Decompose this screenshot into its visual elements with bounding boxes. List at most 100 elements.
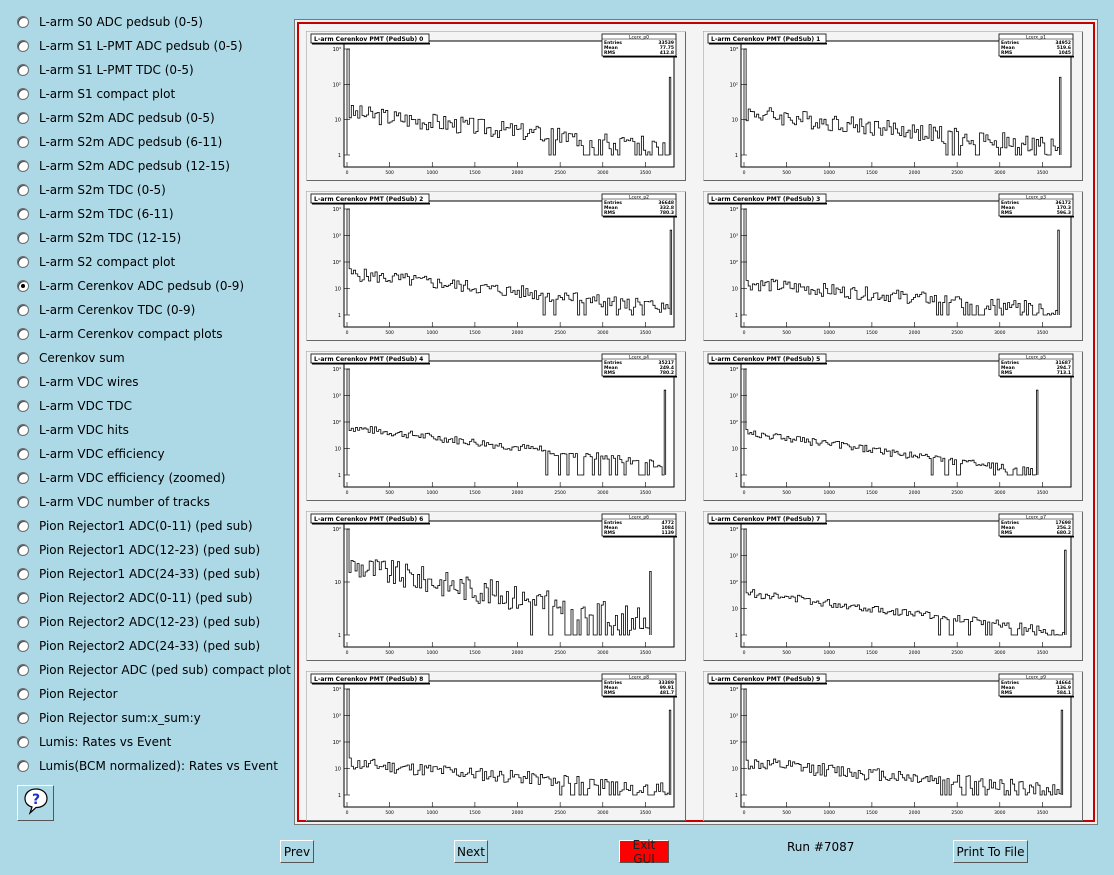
histogram-pad[interactable]: L-arm Cerenkov PMT (PedSub) 0 Lcerx_p0 Ent…	[306, 31, 686, 181]
radio-indicator[interactable]	[17, 88, 29, 100]
radio-indicator[interactable]	[17, 40, 29, 52]
histogram-title-text: L-arm Cerenkov PMT (PedSub) 2	[314, 196, 423, 203]
stats-value: 1139	[661, 530, 674, 536]
display-option-radio[interactable]: Pion Rejector1 ADC(24-33) (ped sub)	[17, 564, 260, 584]
radio-indicator[interactable]	[17, 208, 29, 220]
radio-indicator[interactable]	[17, 256, 29, 268]
display-option-radio[interactable]: L-arm S1 compact plot	[17, 84, 175, 104]
histogram-pad[interactable]: L-arm Cerenkov PMT (PedSub) 8 Lcerx_p8 Ent…	[306, 671, 686, 821]
radio-indicator[interactable]	[17, 448, 29, 460]
stats-value: 780.3	[660, 210, 674, 216]
display-option-radio[interactable]: Pion Rejector1 ADC(12-23) (ped sub)	[17, 540, 260, 560]
radio-indicator[interactable]	[17, 424, 29, 436]
radio-indicator[interactable]	[17, 376, 29, 388]
display-option-radio[interactable]: L-arm S2m ADC pedsub (6-11)	[17, 132, 222, 152]
display-option-radio[interactable]: Pion Rejector sum:x_sum:y	[17, 708, 201, 728]
radio-indicator[interactable]	[17, 520, 29, 532]
stats-value: 34664	[1055, 680, 1071, 686]
display-option-radio[interactable]: Cerenkov sum	[17, 348, 125, 368]
radio-indicator[interactable]	[17, 64, 29, 76]
display-option-radio[interactable]: L-arm S0 ADC pedsub (0-5)	[17, 12, 203, 32]
radio-indicator[interactable]	[17, 712, 29, 724]
histogram-pad[interactable]: L-arm Cerenkov PMT (PedSub) 9 Lcerx_p9 Ent…	[703, 671, 1083, 821]
display-option-radio[interactable]: L-arm Cerenkov compact plots	[17, 324, 223, 344]
y-tick-label: 10²	[730, 580, 738, 586]
display-option-radio[interactable]: Pion Rejector ADC (ped sub) compact plot	[17, 660, 291, 680]
radio-indicator[interactable]	[17, 736, 29, 748]
stats-box: Lcerx_p3 Entries 36172 Mean 170.3 RMS 596.3	[998, 193, 1074, 218]
display-option-radio[interactable]: L-arm S2m ADC pedsub (0-5)	[17, 108, 215, 128]
print-to-file-button[interactable]: Print To File	[953, 840, 1028, 863]
radio-indicator[interactable]	[17, 544, 29, 556]
display-option-radio[interactable]: Pion Rejector2 ADC(12-23) (ped sub)	[17, 612, 260, 632]
histogram-pad[interactable]: L-arm Cerenkov PMT (PedSub) 4 Lcerx_p4 Ent…	[306, 351, 686, 501]
display-option-radio[interactable]: L-arm Cerenkov TDC (0-9)	[17, 300, 195, 320]
display-option-radio[interactable]: Pion Rejector2 ADC(24-33) (ped sub)	[17, 636, 260, 656]
radio-indicator[interactable]	[17, 616, 29, 628]
radio-indicator[interactable]	[17, 496, 29, 508]
histogram-title: L-arm Cerenkov PMT (PedSub) 2	[310, 193, 430, 205]
radio-indicator[interactable]	[17, 328, 29, 340]
stats-name: Lcerx_p4	[629, 354, 649, 360]
x-tick-label: 2000	[909, 810, 921, 816]
display-option-radio[interactable]: Pion Rejector	[17, 684, 118, 704]
histogram-pad[interactable]: L-arm Cerenkov PMT (PedSub) 1 Lcerx_p1 Ent…	[703, 31, 1083, 181]
x-tick-label: 1500	[866, 490, 878, 496]
display-option-radio[interactable]: L-arm VDC efficiency (zoomed)	[17, 468, 225, 488]
prev-button[interactable]: Prev	[280, 840, 314, 863]
x-tick-label: 3500	[640, 330, 652, 336]
display-option-radio[interactable]: Lumis: Rates vs Event	[17, 732, 171, 752]
display-option-radio[interactable]: L-arm VDC TDC	[17, 396, 132, 416]
display-option-label: L-arm S2m TDC (12-15)	[39, 231, 182, 245]
radio-indicator[interactable]	[17, 688, 29, 700]
display-option-radio[interactable]: L-arm VDC number of tracks	[17, 492, 210, 512]
histogram-pad[interactable]: L-arm Cerenkov PMT (PedSub) 5 Lcerx_p5 Ent…	[703, 351, 1083, 501]
histogram-pad[interactable]: L-arm Cerenkov PMT (PedSub) 2 Lcerx_p2 Ent…	[306, 191, 686, 341]
display-option-radio[interactable]: L-arm S2m TDC (6-11)	[17, 204, 174, 224]
histogram-pad[interactable]: L-arm Cerenkov PMT (PedSub) 6 Lcerx_p6 Ent…	[306, 511, 686, 661]
display-option-radio[interactable]: Pion Rejector2 ADC(0-11) (ped sub)	[17, 588, 253, 608]
radio-indicator[interactable]	[17, 400, 29, 412]
radio-indicator[interactable]	[17, 184, 29, 196]
stats-value: 713.1	[1057, 370, 1071, 376]
radio-indicator[interactable]	[17, 304, 29, 316]
display-option-radio[interactable]: L-arm S2m ADC pedsub (12-15)	[17, 156, 230, 176]
next-button[interactable]: Next	[454, 840, 488, 863]
display-option-radio[interactable]: L-arm VDC hits	[17, 420, 129, 440]
radio-indicator[interactable]	[17, 112, 29, 124]
stats-key: Mean	[604, 525, 618, 531]
display-option-radio[interactable]: L-arm VDC efficiency	[17, 444, 165, 464]
stats-key: Mean	[1001, 205, 1015, 211]
radio-indicator[interactable]	[17, 136, 29, 148]
radio-indicator[interactable]	[17, 16, 29, 28]
display-option-radio[interactable]: L-arm S2 compact plot	[17, 252, 175, 272]
display-option-radio[interactable]: L-arm S1 L-PMT ADC pedsub (0-5)	[17, 36, 243, 56]
display-option-radio[interactable]: Pion Rejector1 ADC(0-11) (ped sub)	[17, 516, 253, 536]
radio-indicator[interactable]	[17, 568, 29, 580]
radio-indicator[interactable]	[17, 352, 29, 364]
stats-box: Lcerx_p1 Entries 34952 Mean 519.6 RMS 1045	[998, 33, 1074, 58]
y-tick-label: 10	[335, 287, 341, 293]
x-tick-label: 2000	[512, 810, 524, 816]
display-option-radio[interactable]: Lumis(BCM normalized): Rates vs Event	[17, 756, 278, 776]
display-option-radio[interactable]: L-arm S1 L-PMT TDC (0-5)	[17, 60, 194, 80]
stats-box: Lcerx_p2 Entries 36648 Mean 332.8 RMS 780.3	[601, 193, 677, 218]
y-tick-label: 10³	[730, 554, 738, 560]
display-option-radio[interactable]: L-arm S2m TDC (0-5)	[17, 180, 166, 200]
radio-indicator[interactable]	[17, 640, 29, 652]
exit-gui-button[interactable]: Exit GUI	[619, 838, 669, 866]
radio-indicator[interactable]	[17, 592, 29, 604]
radio-indicator[interactable]	[17, 160, 29, 172]
display-option-radio[interactable]: L-arm VDC wires	[17, 372, 138, 392]
histogram-pad[interactable]: L-arm Cerenkov PMT (PedSub) 7 Lcerx_p7 Ent…	[703, 511, 1083, 661]
radio-indicator[interactable]	[17, 664, 29, 676]
radio-indicator[interactable]	[17, 760, 29, 772]
y-tick-label: 10	[335, 767, 341, 773]
histogram-pad[interactable]: L-arm Cerenkov PMT (PedSub) 3 Lcerx_p3 Ent…	[703, 191, 1083, 341]
radio-indicator[interactable]	[17, 232, 29, 244]
display-option-radio[interactable]: L-arm S2m TDC (12-15)	[17, 228, 181, 248]
help-button[interactable]: ?	[17, 785, 54, 821]
radio-indicator[interactable]	[17, 472, 29, 484]
display-option-radio[interactable]: L-arm Cerenkov ADC pedsub (0-9)	[17, 276, 244, 296]
radio-indicator[interactable]	[17, 280, 29, 292]
